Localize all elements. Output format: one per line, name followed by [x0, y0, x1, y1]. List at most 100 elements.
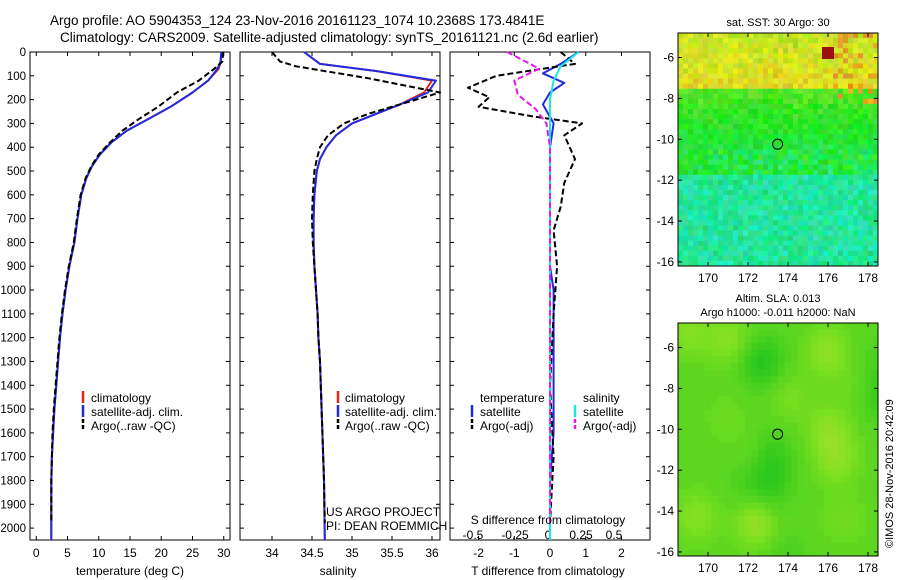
- sst-cell: [793, 114, 799, 120]
- sst-cell: [688, 139, 694, 145]
- sla-cell: [871, 356, 879, 364]
- sst-cell: [708, 159, 714, 165]
- sla-cell: [744, 369, 752, 377]
- sst-cell: [818, 184, 824, 191]
- sst-cell: [843, 108, 849, 115]
- sla-cell: [764, 502, 772, 510]
- sst-cell: [853, 200, 859, 206]
- depth-tick-label: 1900: [0, 499, 26, 511]
- sst-cell: [853, 250, 859, 257]
- sst-cell: [873, 43, 879, 49]
- sla-cell: [678, 329, 685, 337]
- sst-cell: [813, 195, 819, 201]
- sst-cell: [748, 235, 754, 241]
- sst-cell: [723, 245, 729, 252]
- sla-cell: [831, 362, 839, 370]
- sla-cell: [838, 422, 845, 430]
- sst-cell: [838, 210, 844, 216]
- sla-cell: [838, 382, 845, 390]
- sst-cell: [848, 53, 854, 59]
- sla-cell: [718, 356, 725, 364]
- sst-cell: [818, 195, 824, 201]
- sla-cell: [811, 516, 819, 524]
- sst-cell: [678, 220, 684, 226]
- sst-cell: [798, 33, 804, 39]
- sla-cell: [731, 349, 739, 357]
- sla-cell: [804, 396, 812, 404]
- sst-cell: [723, 108, 729, 115]
- sst-cell: [803, 225, 809, 231]
- sst-cell: [708, 230, 714, 236]
- sla-cell: [744, 329, 752, 337]
- sst-cell: [833, 83, 839, 90]
- sst-cell: [798, 144, 804, 150]
- sst-cell: [818, 245, 824, 252]
- sst-cell: [758, 119, 764, 125]
- sst-cell: [843, 159, 849, 165]
- sla-cell: [758, 536, 765, 543]
- sla-cell: [718, 422, 725, 430]
- sst-cell: [863, 98, 869, 105]
- sst-cell: [713, 134, 719, 140]
- sla-cell: [678, 516, 685, 524]
- sla-cell: [791, 422, 799, 430]
- sst-cell: [718, 149, 724, 155]
- sla-cell: [711, 516, 719, 524]
- sst-cell: [738, 164, 744, 171]
- sla-cell: [771, 329, 779, 337]
- sla-cell: [744, 349, 752, 357]
- sla-cell: [718, 409, 725, 417]
- sst-cell: [863, 179, 869, 186]
- sst-cell: [863, 225, 869, 231]
- sst-cell: [833, 88, 839, 95]
- sst-cell: [723, 235, 729, 241]
- sst-cell: [858, 235, 864, 241]
- sla-cell: [844, 369, 852, 377]
- sst-cell: [808, 63, 814, 69]
- sla-cell: [838, 509, 845, 517]
- sla-cell: [724, 329, 732, 337]
- sla-cell: [871, 329, 879, 337]
- sla-cell: [838, 462, 845, 470]
- sst-cell: [858, 149, 864, 155]
- sst-cell: [738, 154, 744, 160]
- sst-cell: [873, 108, 879, 115]
- sst-cell: [748, 63, 754, 69]
- sst-cell: [763, 250, 769, 257]
- sst-cell: [823, 220, 829, 226]
- sst-cell: [773, 195, 779, 201]
- sla-cell: [751, 542, 759, 550]
- sla-cell: [678, 416, 685, 424]
- sst-cell: [783, 169, 789, 176]
- sla-cell: [858, 502, 865, 510]
- depth-tick-label: 1700: [0, 452, 26, 464]
- sst-cell: [873, 119, 879, 125]
- sla-cell: [778, 436, 785, 444]
- sst-cell: [828, 179, 834, 186]
- sst-cell: [708, 164, 714, 171]
- sst-cell: [678, 255, 684, 262]
- sla-cell: [844, 549, 852, 557]
- sst-cell: [693, 33, 699, 39]
- sla-cell: [678, 376, 685, 384]
- sst-cell: [848, 184, 854, 191]
- sst-cell: [868, 260, 874, 267]
- sst-cell: [863, 255, 869, 262]
- sla-cell: [784, 489, 792, 497]
- sst-cell: [683, 179, 689, 186]
- sst-cell: [873, 33, 879, 39]
- sst-cell: [833, 179, 839, 186]
- sst-cell: [773, 78, 779, 84]
- sst-cell: [723, 225, 729, 231]
- sst-cell: [803, 255, 809, 262]
- sst-cell: [693, 250, 699, 257]
- sla-cell: [758, 409, 765, 417]
- sla-cell: [744, 416, 752, 424]
- sst-cell: [838, 83, 844, 90]
- sst-cell: [873, 210, 879, 216]
- sst-cell: [743, 215, 749, 221]
- sla-cell: [824, 542, 832, 550]
- sla-cell: [698, 462, 705, 470]
- sst-cell: [808, 179, 814, 186]
- sst-cell: [683, 159, 689, 165]
